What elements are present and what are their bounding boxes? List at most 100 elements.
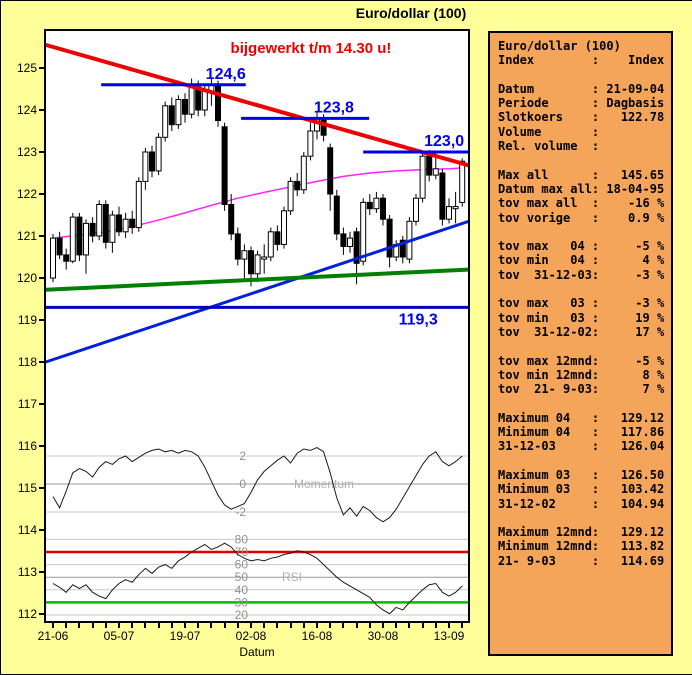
price-chart-box: 2 0 -2 80 70 60 50 40 30 20 Momentum RSI 119,3 124,6 1… [44,29,470,623]
annotation: bijgewerkt t/m 14.30 u! [231,40,392,57]
candle [426,155,433,176]
momentum-tick-label: 2 [239,449,246,463]
panel-line: 31-12-02 : 104.94 [498,496,665,511]
candle [452,206,459,210]
candle [419,155,426,199]
y-axis-label: 123 [16,145,37,159]
momentum-tick-label: 0 [239,477,246,491]
y-axis-tick [39,109,46,111]
y-axis-label: 122 [16,187,37,201]
candle [267,231,274,258]
candle [333,195,340,235]
candle [399,239,406,258]
x-axis-tick [355,623,358,628]
x-axis-title: Datum [239,645,275,659]
rsi-label: RSI [282,570,302,584]
panel-line [498,511,671,525]
x-axis-tick [408,623,411,628]
candle [340,233,347,247]
x-axis-tick [157,623,160,628]
chart-title: Euro/dollar (100) [355,5,467,21]
panel-line: Minimum 04 : 117.86 [498,425,665,440]
candle [287,180,294,212]
y-axis-label: 120 [16,271,37,285]
y-axis-label: 124 [16,103,37,117]
x-axis-tick [236,623,239,628]
candle [281,210,287,245]
panel-line: 31-12-03 : 126.04 [498,439,665,454]
x-axis-tick [223,623,226,628]
falling-resistance-trendline [46,42,468,168]
candle [109,214,116,243]
y-axis-label: 113 [17,565,37,579]
y-axis-label: 118 [17,355,37,369]
support-level-label: 119,3 [399,311,438,328]
x-axis-tick [104,623,107,628]
rsi-line [52,542,463,615]
y-axis-label: 117 [17,397,37,411]
x-axis-label: 19-07 [169,629,201,643]
trendlines [46,42,468,364]
y-axis-tick [39,487,46,489]
panel-line: tov vorige : 0.9 % [498,210,665,225]
candle [432,168,439,176]
y-axis-tick [39,193,46,195]
panel-line: tov 21- 9-03: 7 % [498,382,665,397]
panel-line: Max all : 145.65 [498,167,665,182]
x-axis-label: 05-07 [103,629,135,643]
resistance-segment-label: 124,6 [206,66,246,83]
candle [50,237,56,279]
candle [63,254,70,262]
candle [380,197,386,220]
panel-line: Maximum 04 : 129.12 [498,410,665,425]
rsi-tick-label: 80 [235,532,249,546]
x-axis-tick [368,623,371,628]
panel-line: tov min 03 : 19 % [498,310,665,325]
candle [274,231,281,245]
panel-line: Index : Index [498,53,665,68]
candle [413,197,419,222]
candle [129,218,136,229]
x-axis-tick [131,623,134,628]
panel-line: Maximum 12mnd: 129.12 [498,525,665,540]
x-axis-tick [289,623,292,628]
x-axis-label: 02-08 [235,629,267,643]
candle [96,204,103,237]
x-axis-label: 21-06 [37,629,69,643]
y-axis-tick [39,445,46,447]
momentum-line [52,447,463,523]
candle [83,222,89,256]
candle [201,90,208,111]
x-axis-tick [144,623,147,628]
panel-line: tov 31-12-02: 17 % [498,324,665,339]
candle [155,136,162,172]
y-axis-label: 115 [17,481,37,495]
candle [102,204,109,243]
rsi-tick-label: 30 [235,595,249,609]
candle [116,214,122,233]
panel-line: tov max all : -16 % [498,196,665,211]
candle [353,231,360,264]
resistance-segment-label: 123,0 [424,133,464,150]
panel-line: Volume : [498,124,600,139]
rsi-tick-label: 70 [235,545,249,559]
x-axis-tick [184,623,186,628]
candle [300,155,307,191]
candle [149,151,155,172]
panel-line: tov max 12mnd: -5 % [498,353,665,368]
x-axis-label: 30-08 [367,629,399,643]
y-axis-tick [39,235,46,237]
update-annotation: bijgewerkt t/m 14.30 u! [231,40,392,57]
panel-line: tov max 04 : -5 % [498,239,665,254]
candle [248,250,254,275]
x-axis-tick [276,623,279,628]
y-axis-tick [39,529,46,531]
candle [188,86,195,115]
y-axis-tick [39,67,46,69]
panel-line: tov min 04 : 4 % [498,253,665,268]
x-axis-tick [421,623,424,628]
support-resistance-levels: 119,3 124,6 123,8 123,0 [46,66,468,328]
y-axis-label: 116 [17,439,37,453]
x-axis-tick [395,623,398,628]
